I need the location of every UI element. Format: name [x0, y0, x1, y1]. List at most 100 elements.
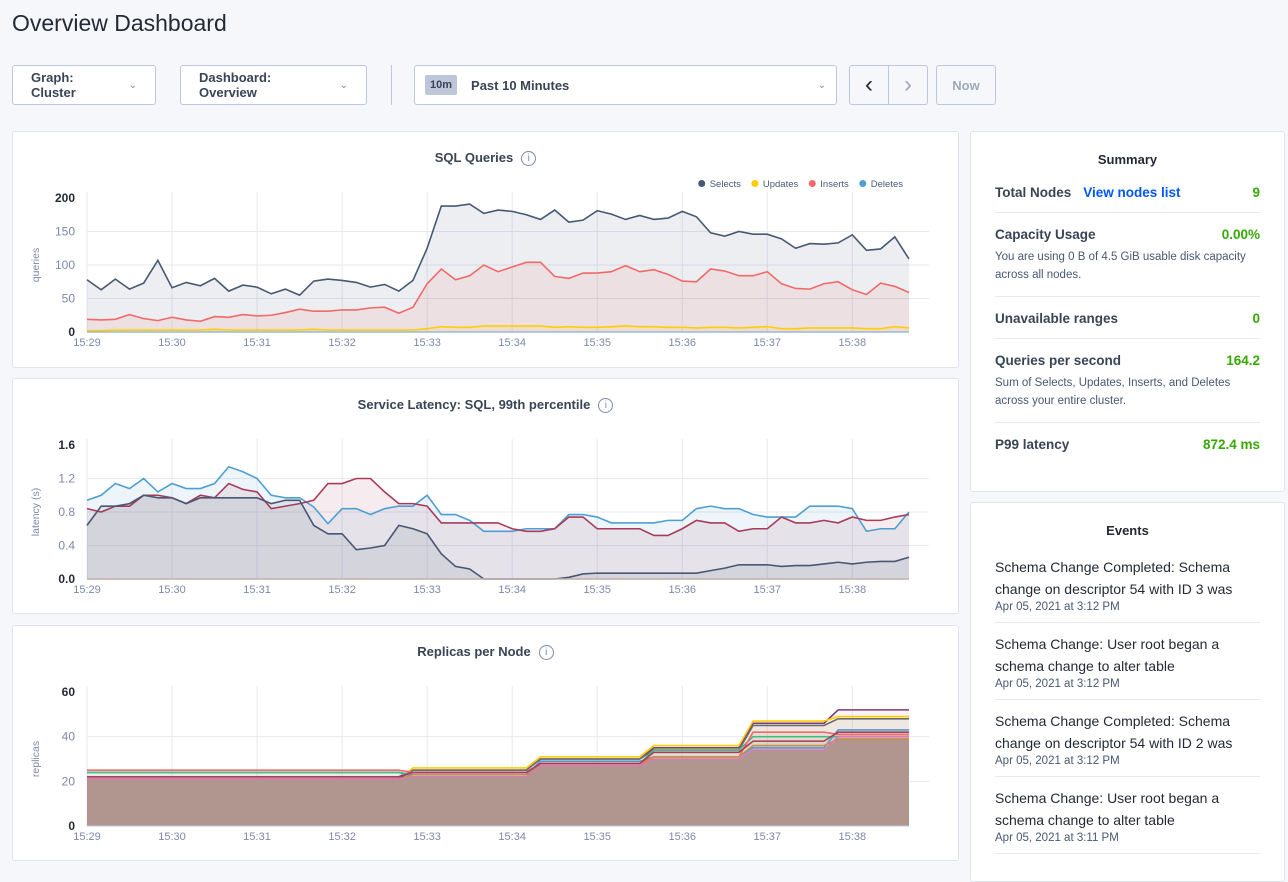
x-tick-label: 15:36	[668, 831, 696, 843]
chart-canvas: 0 50 100 150 200 15:29 15:30 15:31 15:32 15:33 15:…	[30, 179, 929, 349]
x-tick-label: 15:34	[498, 584, 526, 596]
x-tick-label: 15:35	[583, 337, 611, 349]
series-area	[87, 729, 909, 826]
series-area	[87, 478, 909, 579]
y-tick-label: 1.6	[58, 438, 75, 452]
legend-label: Selects	[710, 179, 741, 190]
x-tick-label: 15:31	[243, 831, 271, 843]
x-tick-label: 15:30	[158, 337, 186, 349]
event-text: Schema Change Completed: Schema change o…	[995, 559, 1233, 597]
y-tick-label: 0.4	[58, 539, 75, 553]
x-tick-label: 15:38	[839, 831, 867, 843]
summary-unavailable: Unavailable ranges 0	[995, 297, 1260, 339]
qps-desc: Sum of Selects, Updates, Inserts, and De…	[995, 377, 1231, 407]
chevron-down-icon: ⌄	[339, 79, 348, 91]
unavailable-value: 0	[1252, 311, 1260, 326]
series-area	[87, 716, 909, 826]
info-icon[interactable]: i	[598, 398, 614, 413]
event-text: Schema Change: User root began a schema …	[995, 790, 1220, 828]
chart-title: Service Latency: SQL, 99th percentile	[357, 397, 591, 412]
series-line	[87, 735, 909, 780]
previous-time-button[interactable]: ‹	[849, 65, 889, 105]
y-tick-label: 20	[62, 774, 76, 788]
event-item[interactable]: Schema Change Completed: Schema change o…	[995, 700, 1260, 777]
graph-selector-label: Graph: Cluster	[31, 70, 76, 100]
x-tick-label: 15:29	[73, 584, 101, 596]
chart-canvas: 0 20 40 60 15:29 15:30 15:31 15:32 15:33 15:34 15:…	[30, 685, 929, 843]
chevron-down-icon: ⌄	[817, 79, 826, 91]
legend-label: Updates	[763, 179, 799, 190]
series-area	[87, 466, 909, 579]
capacity-value: 0.00%	[1221, 227, 1260, 242]
legend-label: Inserts	[820, 179, 849, 190]
x-tick-label: 15:37	[754, 337, 782, 349]
x-tick-label: 15:29	[73, 337, 101, 349]
y-tick-label: 0	[68, 819, 75, 833]
events-title: Events	[1106, 523, 1149, 538]
event-time: Apr 05, 2021 at 3:12 PM	[995, 678, 1120, 690]
x-tick-label: 15:35	[583, 584, 611, 596]
summary-qps: Queries per second 164.2 Sum of Selects, U…	[995, 339, 1260, 423]
graph-selector[interactable]: Graph: Cluster ⌄	[12, 65, 156, 105]
x-tick-label: 15:35	[583, 831, 611, 843]
x-tick-label: 15:30	[158, 584, 186, 596]
events-panel: Events Schema Change Completed: Schema c…	[970, 502, 1285, 882]
event-text: Schema Change Completed: Schema change o…	[995, 713, 1233, 751]
qps-value: 164.2	[1226, 353, 1260, 368]
event-time: Apr 05, 2021 at 3:12 PM	[995, 755, 1120, 767]
x-tick-label: 15:33	[413, 337, 441, 349]
x-tick-label: 15:32	[328, 584, 356, 596]
series-line	[86, 465, 910, 533]
view-nodes-list-link[interactable]: View nodes list	[1083, 185, 1181, 200]
event-item[interactable]: Schema Change: User root began a schema …	[995, 623, 1260, 700]
series-area	[87, 732, 909, 826]
summary-total-nodes: Total Nodes View nodes list 9	[995, 181, 1260, 213]
x-tick-label: 15:34	[498, 831, 526, 843]
event-time: Apr 05, 2021 at 3:12 PM	[995, 601, 1120, 613]
x-tick-label: 15:29	[73, 831, 101, 843]
capacity-label: Capacity Usage	[995, 227, 1096, 242]
y-tick-label: 60	[62, 685, 76, 699]
x-tick-label: 15:30	[158, 831, 186, 843]
x-tick-label: 15:34	[498, 337, 526, 349]
y-axis-label: queries	[30, 248, 42, 282]
summary-capacity: Capacity Usage 0.00% You are using 0 B of …	[995, 213, 1260, 297]
time-range-selector[interactable]: 10m Past 10 Minutes ⌄	[414, 65, 837, 105]
toolbar-divider	[391, 65, 392, 105]
series-line	[86, 477, 910, 537]
series-area	[87, 262, 909, 332]
event-time: Apr 05, 2021 at 3:11 PM	[995, 832, 1119, 844]
series-area	[87, 495, 909, 579]
info-icon[interactable]: i	[521, 151, 537, 166]
series-area	[87, 204, 909, 332]
y-tick-label: 200	[55, 191, 75, 205]
replicas-per-node-chart: Replicas per Node i 0 20 40 60 15:29 15:30 15:3…	[12, 625, 959, 861]
x-tick-label: 15:38	[839, 584, 867, 596]
unavailable-label: Unavailable ranges	[995, 311, 1119, 326]
x-tick-label: 15:32	[328, 831, 356, 843]
x-tick-label: 15:33	[413, 831, 441, 843]
p99-label: P99 latency	[995, 437, 1070, 452]
chart-title: Replicas per Node	[417, 644, 531, 659]
total-nodes-value: 9	[1252, 185, 1260, 200]
y-axis-label: latency (s)	[30, 488, 42, 536]
sql-queries-chart: SQL Queries i 0 50 100 150 200 15:29 15:30 15:31…	[12, 131, 959, 368]
next-time-button[interactable]: ›	[888, 65, 928, 105]
series-line	[86, 261, 910, 323]
event-item[interactable]: Schema Change: User root began a schema …	[995, 777, 1260, 854]
chart-canvas: 0.0 0.4 0.8 1.2 1.6 15:29 15:30 15:31 15:32 15:33…	[30, 438, 929, 596]
y-axis-label: replicas	[30, 741, 42, 777]
legend-marker	[698, 180, 706, 187]
chevron-down-icon: ⌄	[128, 79, 137, 91]
legend-marker	[808, 180, 816, 187]
total-nodes-label: Total Nodes	[995, 185, 1072, 200]
legend-marker	[751, 180, 759, 187]
event-item[interactable]: Schema Change Completed: Schema change o…	[995, 546, 1260, 623]
base-area	[87, 738, 909, 826]
dashboard-selector[interactable]: Dashboard: Overview ⌄	[180, 65, 367, 105]
x-tick-label: 15:33	[413, 584, 441, 596]
now-button[interactable]: Now	[936, 65, 996, 105]
info-icon[interactable]: i	[538, 645, 554, 660]
x-tick-label: 15:36	[668, 584, 696, 596]
legend-marker	[859, 180, 867, 187]
